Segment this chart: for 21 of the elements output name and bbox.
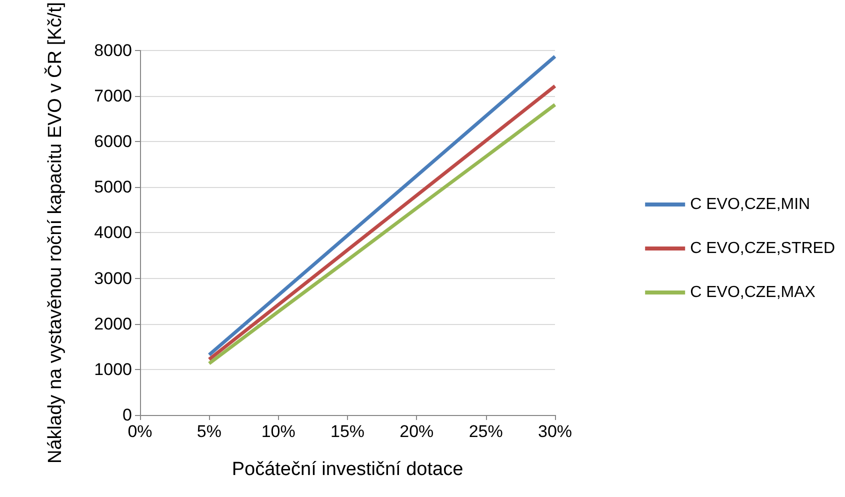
- legend-label: C EVO,CZE,MIN: [690, 196, 810, 213]
- x-tick-label: 20%: [400, 422, 434, 441]
- x-tick-label: 15%: [330, 422, 365, 441]
- y-tick-label: 5000: [94, 178, 132, 197]
- x-tick-label: 10%: [261, 422, 296, 441]
- x-tick-label: 30%: [538, 422, 572, 441]
- y-tick-label: 4000: [94, 223, 132, 242]
- y-tick-label: 6000: [94, 132, 132, 152]
- x-tick-label: 0%: [128, 422, 152, 441]
- y-tick-label: 1000: [94, 360, 132, 379]
- x-tick-label: 5%: [196, 422, 222, 441]
- y-tick-label: 2000: [94, 314, 132, 334]
- x-tick-label: 25%: [468, 422, 503, 441]
- legend-label: C EVO,CZE,STRED: [690, 240, 835, 257]
- y-tick-label: 7000: [94, 86, 132, 106]
- y-tick-label: 0: [122, 406, 132, 424]
- y-tick-label: 8000: [94, 40, 132, 60]
- legend-label: C EVO,CZE,MAX: [690, 284, 816, 301]
- x-axis-title: Počáteční investiční dotace: [232, 459, 464, 480]
- y-tick-label: 3000: [94, 268, 132, 288]
- y-axis-title: Náklady na vystavěnou roční kapacitu EVO v ČR [Kč/t]: [44, 2, 66, 464]
